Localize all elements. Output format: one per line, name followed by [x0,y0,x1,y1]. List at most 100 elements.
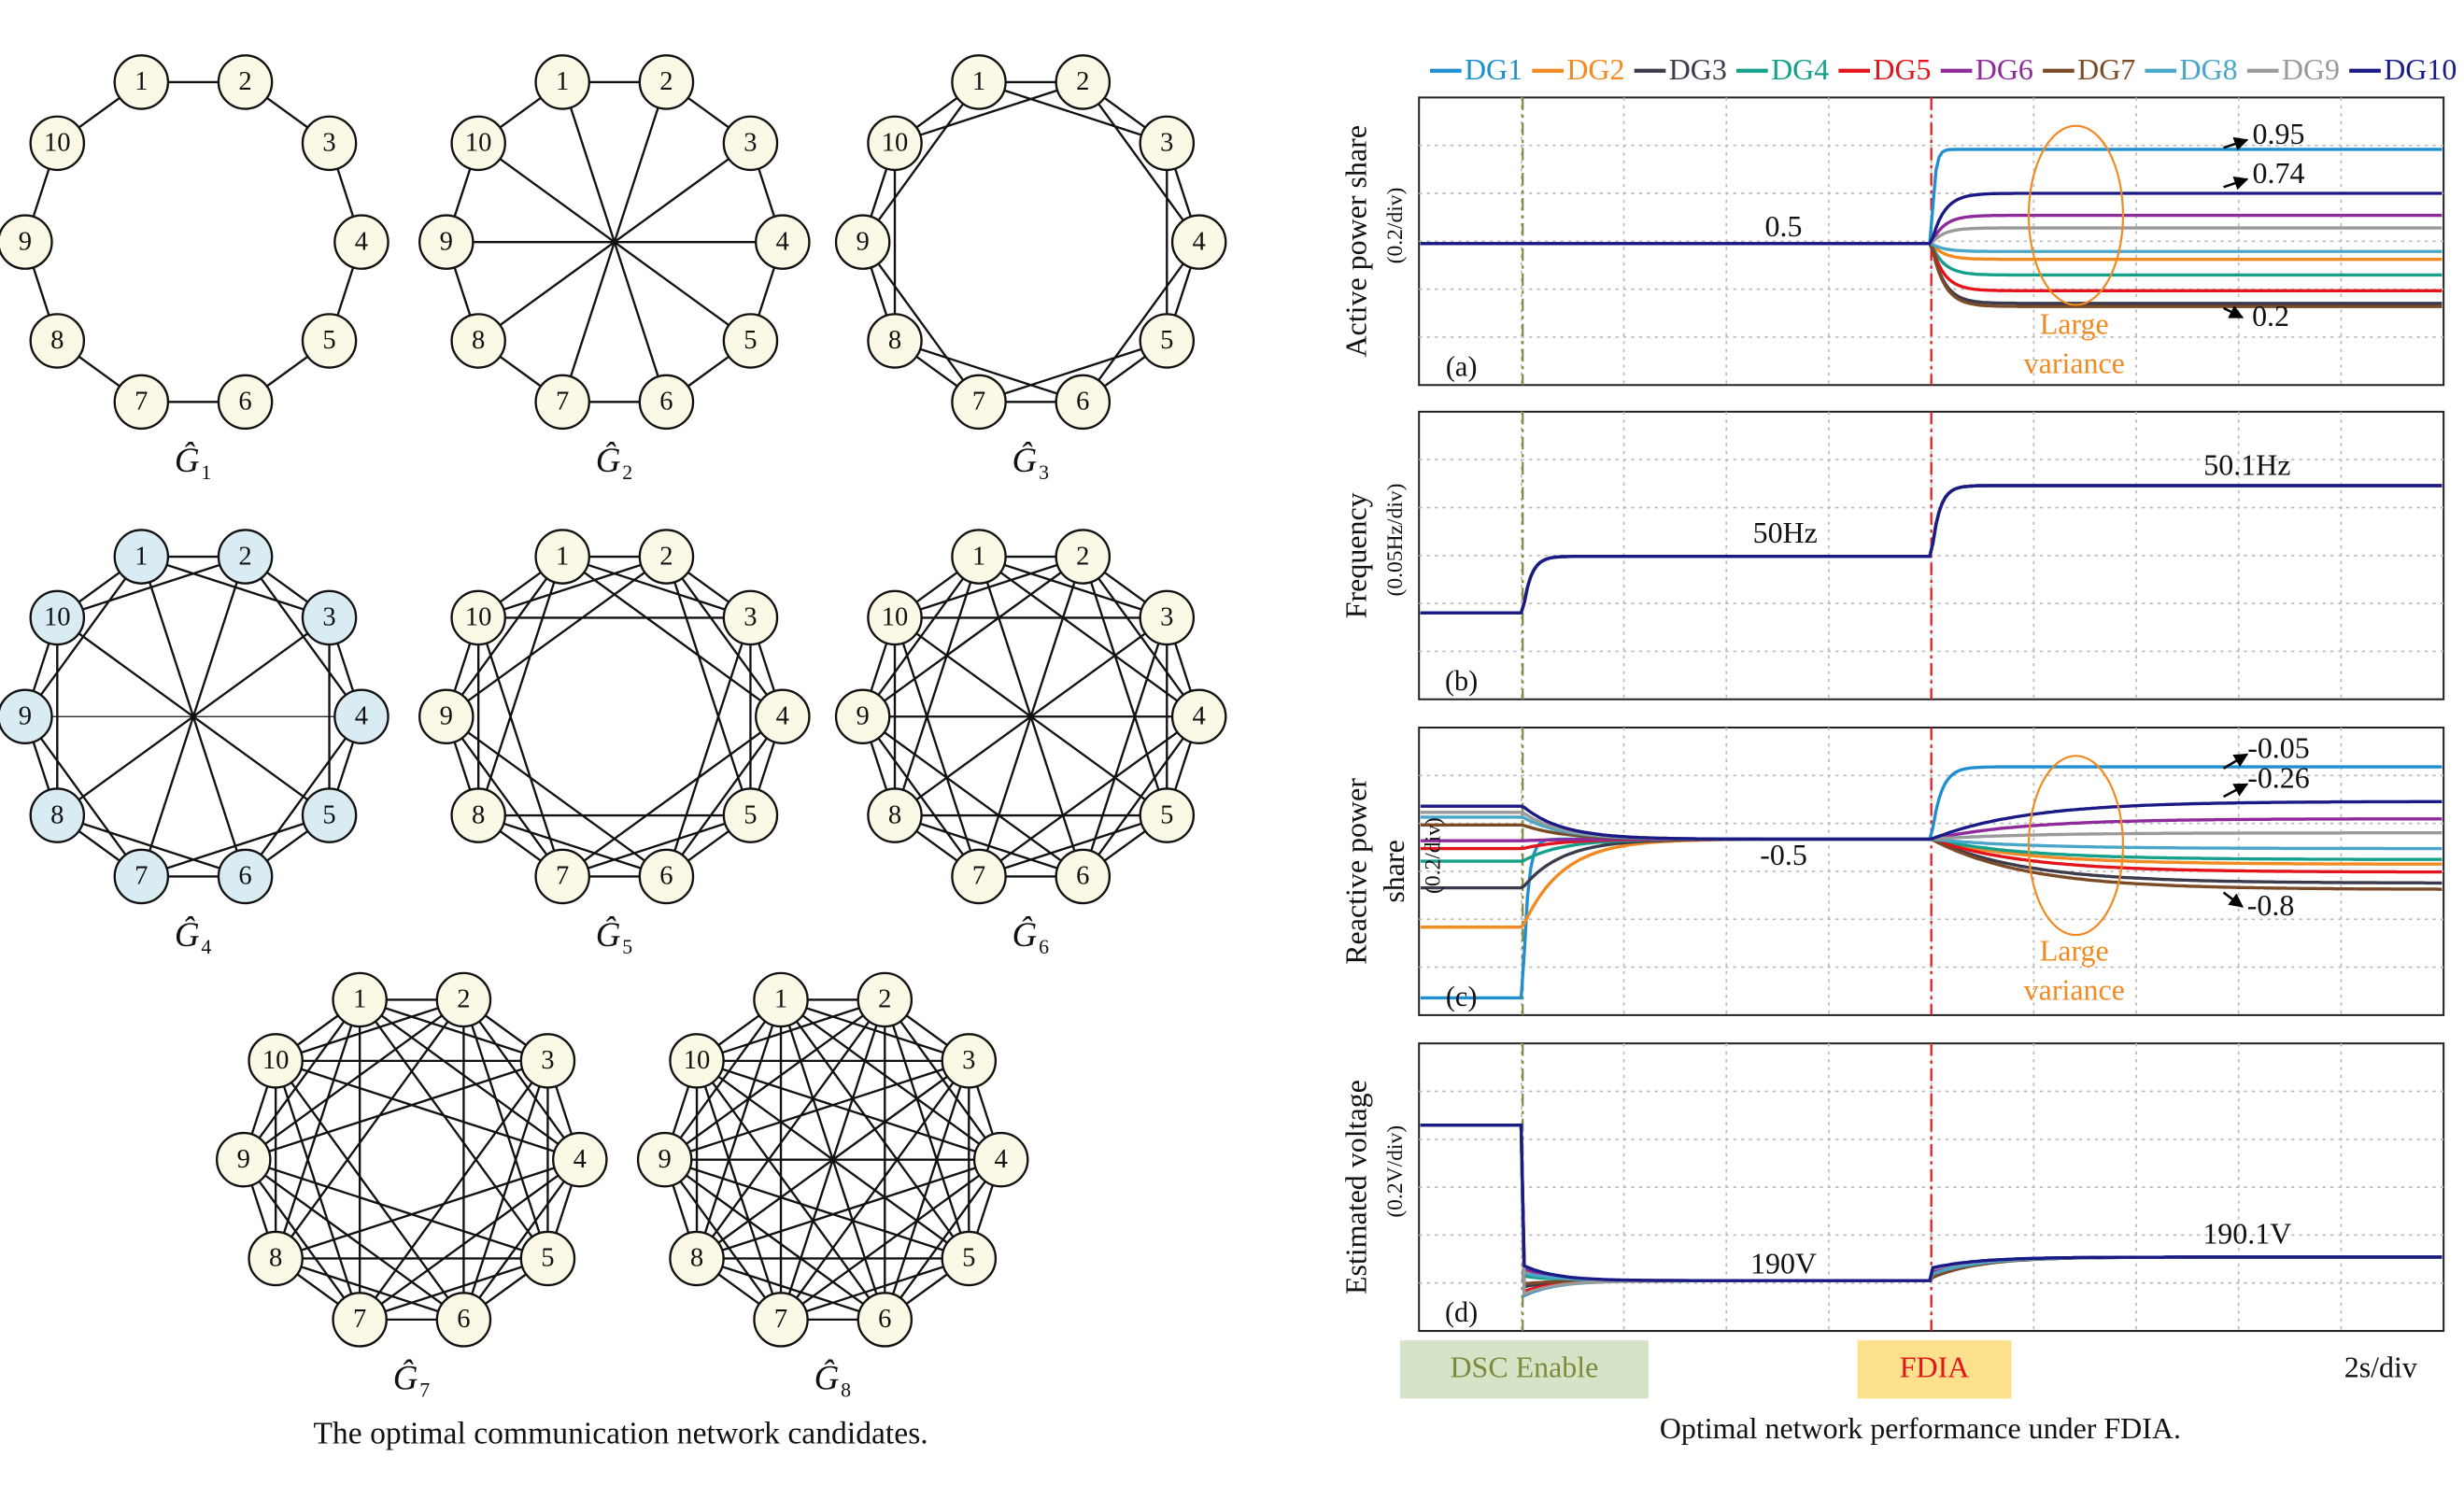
node-label: 1 [135,67,148,96]
node [217,848,274,905]
node-label: 6 [457,1305,470,1334]
node-label: 5 [1160,326,1173,355]
node [636,1131,693,1188]
graph-label: Ĝ [1013,915,1038,955]
annotation: 50.1Hz [2203,449,2290,482]
node [1170,214,1227,270]
node [753,1292,809,1348]
graph-label: Ĝ [596,441,621,480]
node-label: 3 [743,129,757,158]
node [217,374,274,431]
annotation: Large [2040,935,2109,968]
node-label: 3 [541,1046,554,1075]
node-label: 4 [995,1145,1008,1174]
node [301,313,358,369]
graph-subscript: 7 [419,1379,430,1402]
node-label: 4 [355,701,368,730]
edge [978,556,1200,718]
annotation: -0.5 [1760,839,1807,871]
node-label: 6 [659,388,673,417]
node-label: 8 [472,326,485,355]
graph-label: Ĝ [814,1358,840,1397]
graph-subscript: 6 [1039,936,1049,958]
edge [1082,81,1200,243]
node [1055,54,1112,110]
annotation-arrow [2223,136,2249,151]
annotation: 190.1V [2202,1217,2291,1250]
variance-ellipse [2027,755,2125,937]
node-label: 10 [465,129,492,158]
node [113,848,170,905]
node [29,115,86,172]
node [435,1292,492,1348]
annotation: -0.8 [2247,889,2295,922]
edge [695,999,783,1259]
y-label: share [1378,840,1410,902]
node-label: 6 [238,388,251,417]
edge [275,1257,464,1322]
node [753,971,809,1028]
node [1139,787,1196,843]
node [217,54,274,110]
edge [663,1158,885,1321]
dsc-box [1400,1340,1649,1399]
node-label: 9 [19,227,32,256]
node [638,848,695,905]
edge [56,616,331,817]
node [0,214,53,270]
panel-tag: (d) [1445,1296,1478,1328]
node [29,589,86,646]
annotation: 0.2 [2252,300,2289,332]
edge [477,813,667,878]
node [857,971,913,1028]
annotation: 190V [1750,1247,1817,1280]
edge [561,555,751,619]
legend-label: DG7 [2077,53,2135,86]
legend-label: DG2 [1566,53,1624,86]
trace [1420,1123,2443,1282]
y-scale: (0.2/div) [1383,188,1408,264]
node-label: 2 [457,985,470,1014]
node [534,848,590,905]
node [834,214,891,270]
node-label: 4 [574,1145,587,1174]
node-label: 1 [972,542,985,571]
node [951,374,1007,431]
edge [861,715,1083,878]
graph-subscript: 2 [622,461,632,484]
fdia-label: FDIA [1900,1351,1970,1383]
edge [978,339,1168,403]
annotation: variance [2024,974,2125,1007]
edge [1082,556,1168,816]
node [1139,589,1196,646]
edge [243,1158,548,1260]
edge [275,1059,581,1161]
node [215,1131,272,1188]
node-label: 10 [44,129,71,158]
node [638,529,695,585]
node [867,589,923,646]
node-label: 2 [1076,542,1089,571]
node [834,688,891,745]
node [332,971,388,1028]
edge [445,556,564,717]
legend-label: DG3 [1669,53,1727,86]
node [638,374,695,431]
edge [884,999,970,1259]
node-label: 8 [690,1244,703,1273]
node-label: 1 [774,985,787,1014]
edge [861,556,1083,718]
node [1139,313,1196,369]
node [418,214,474,270]
panel-tag: (b) [1445,665,1478,697]
node [333,688,389,745]
edge [561,813,751,878]
legend-label: DG5 [1873,53,1931,86]
node [972,1131,1029,1188]
node [722,787,779,843]
node-label: 10 [44,603,71,632]
annotation-arrow [2223,305,2245,319]
node [435,971,492,1028]
graph-subscript: 5 [622,936,632,958]
